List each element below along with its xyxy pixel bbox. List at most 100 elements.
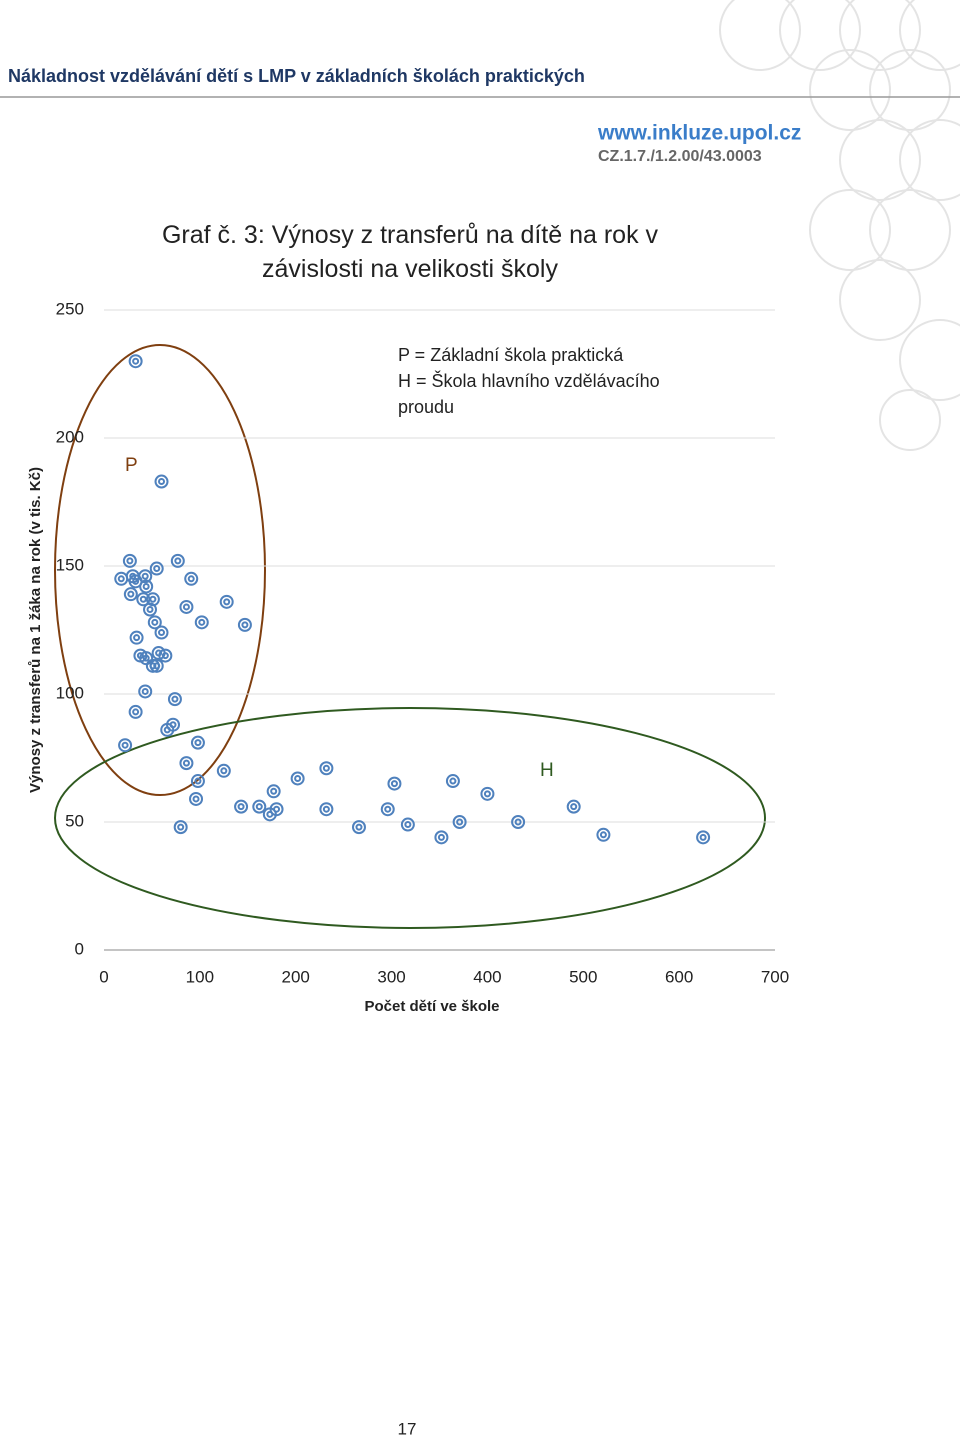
marker-ring [174,557,182,565]
website: www.inkluze.upol.cz [597,122,801,145]
marker-ring [146,606,154,614]
marker-ring [699,833,707,841]
data-point [190,735,205,750]
data-point [480,786,495,801]
data-point [511,815,526,829]
data-point [566,799,581,814]
marker-ring [136,592,151,607]
data-point [147,615,162,630]
data-point [252,799,267,814]
y-tick-label: 250 [56,299,84,318]
marker-ring [114,571,129,586]
marker-ring [241,621,249,629]
marker-ring [483,790,491,798]
data-point [179,756,194,771]
marker-ring [133,634,141,642]
marker-ring [294,774,302,782]
marker-ring [118,738,133,753]
marker-ring [184,571,199,586]
marker-ring [400,817,415,832]
marker-ring [167,692,182,707]
data-point [434,830,449,845]
marker-ring [161,652,169,660]
marker-ring [149,561,164,576]
marker-ring [141,572,149,580]
marker-ring [149,595,157,603]
marker-ring [187,575,195,583]
marker-ring [266,784,281,799]
marker-ring [456,818,464,826]
y-axis-label: Výnosy z transferů na 1 žáka na rok (v t… [27,467,44,793]
data-point [158,648,173,663]
data-point [696,830,711,845]
legend-notes: P = Základní škola praktická H = Škola h… [398,342,718,420]
x-tick-label: 300 [377,967,405,986]
chart-title: Graf č. 3: Výnosy z transferů na dítě na… [161,221,659,283]
data-point [380,802,395,817]
marker-ring [139,595,147,603]
marker-ring [387,776,402,791]
data-point [114,571,129,586]
data-point [216,763,231,778]
marker-ring [142,654,150,662]
marker-ring [322,764,330,772]
marker-ring [219,594,234,609]
marker-ring [179,756,194,771]
marker-ring [696,830,711,845]
data-point [189,791,204,806]
marker-ring [122,553,137,568]
marker-ring [123,587,138,602]
data-point [122,553,137,568]
data-point [596,827,611,842]
marker-ring [190,735,205,750]
marker-ring [182,603,190,611]
header-title: Nákladnost vzdělávání dětí s LMP v zákla… [8,66,585,86]
marker-ring [319,802,334,817]
x-tick-label: 700 [761,967,789,986]
marker-ring [252,799,267,814]
marker-ring [404,821,412,829]
marker-ring [234,799,249,814]
marker-ring [158,629,166,637]
marker-ring [126,557,134,565]
marker-ring [173,820,188,835]
data-point [319,761,334,776]
data-point [219,594,234,609]
marker-ring [319,761,334,776]
data-point [400,817,415,832]
marker-ring [132,357,140,365]
y-tick-label: 200 [56,427,84,446]
marker-ring [182,759,190,767]
data-point [160,722,175,737]
data-point [237,617,252,632]
marker-ring [143,602,158,617]
marker-ring [142,582,150,590]
marker-ring [237,617,252,632]
marker-ring [153,565,161,573]
marker-ring [132,577,140,585]
data-point [452,815,467,829]
marker-ring [596,827,611,842]
data-point [319,802,334,817]
marker-ring [139,579,154,594]
group-h-ellipse [54,707,766,929]
data-point [290,771,305,786]
marker-ring [351,820,366,835]
data-point [149,561,164,576]
data-point [128,704,143,719]
data-point [123,587,138,602]
marker-ring [194,777,202,785]
marker-ring [154,625,169,640]
marker-ring [237,803,245,811]
data-point [138,684,153,699]
y-tick-label: 150 [56,555,84,574]
data-point [154,625,169,640]
marker-ring [380,802,395,817]
marker-ring [570,803,578,811]
data-point [184,571,199,586]
x-tick-label: 400 [473,967,501,986]
marker-ring [355,823,363,831]
marker-ring [434,830,449,845]
y-tick-label: 50 [65,811,84,830]
marker-ring [322,805,330,813]
